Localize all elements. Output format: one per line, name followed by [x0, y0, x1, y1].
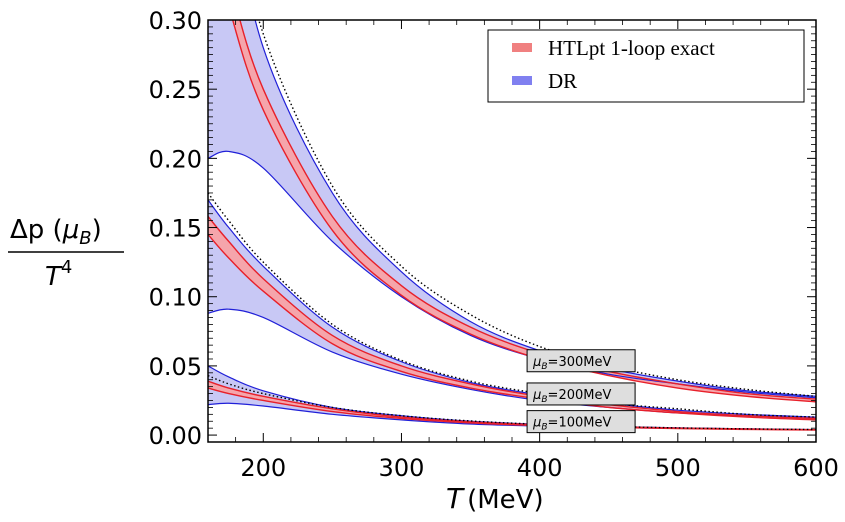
x-label-var: T: [446, 482, 465, 515]
htl-upper-line: [239, 20, 816, 400]
legend-label-htl: HTLpt 1-loop exact: [548, 36, 715, 60]
legend-label-dr: DR: [548, 69, 577, 93]
y-tick-label: 0.10: [149, 284, 202, 312]
x-axis-title: T (MeV): [446, 482, 544, 515]
y-tick-label: 0.15: [149, 215, 202, 243]
y-label-close: ): [92, 215, 102, 245]
y-tick-label: 0.05: [149, 353, 202, 381]
y-label-den-exp: 4: [61, 257, 72, 278]
mu-label-box: [526, 349, 636, 373]
series-group-300MeV: [208, 20, 816, 403]
x-tick-label: 500: [655, 454, 701, 482]
htl-lower-line: [231, 20, 816, 403]
y-tick-label: 0.25: [149, 76, 202, 104]
mu-label-text: μB=300MeV: [532, 355, 611, 372]
mu-label: μB=200MeV: [526, 382, 636, 406]
legend: HTLpt 1-loop exact DR: [487, 29, 805, 103]
plot-area: [208, 20, 816, 431]
svg-text:T4: T4: [45, 257, 72, 292]
dr-band: [208, 20, 816, 398]
dr-upper-line: [254, 20, 816, 397]
svg-text:Δp (μB): Δp (μB): [10, 215, 102, 249]
mu-label-box: [526, 382, 636, 406]
y-label-sub: B: [79, 228, 91, 249]
y-tick-label: 0.00: [149, 422, 202, 450]
mu-label: μB=100MeV: [526, 410, 636, 434]
y-label-den-var: T: [45, 262, 63, 292]
x-axis: 200 300 400 500 600: [207, 20, 839, 482]
series-group-100MeV: [208, 365, 816, 431]
dr-upper-line: [208, 365, 816, 431]
dotted-line: [258, 20, 816, 398]
legend-box: [487, 29, 805, 103]
y-tick-label: 0.20: [149, 145, 202, 173]
mu-label: μB=300MeV: [526, 349, 636, 373]
htl-upper-line: [208, 380, 816, 431]
htl-lower-line: [208, 233, 816, 421]
x-tick-label: 600: [793, 454, 839, 482]
dr-upper-line: [208, 199, 816, 418]
y-tick-label: 0.30: [149, 7, 202, 35]
y-axis-title: Δp (μB) T4: [8, 215, 124, 292]
legend-swatch-dr: [512, 76, 532, 85]
y-axis: 0.00 0.05 0.10 0.15 0.20 0.25 0.30: [149, 7, 816, 450]
x-tick-label: 300: [379, 454, 425, 482]
mu-label-text: μB=100MeV: [532, 416, 611, 433]
x-label-unit: (MeV): [467, 485, 544, 515]
annotations: μB=300MeV μB=200MeV μB=100MeV: [526, 349, 636, 434]
mu-label-text: μB=200MeV: [532, 388, 611, 405]
dotted-line: [208, 192, 816, 418]
y-label-mu: μ: [62, 215, 80, 245]
dr-band: [208, 365, 816, 430]
legend-swatch-htl: [512, 43, 532, 52]
x-tick-label: 200: [240, 454, 286, 482]
htl-upper-line: [208, 216, 816, 420]
mu-label-box: [526, 410, 636, 434]
x-tick-label: 400: [517, 454, 563, 482]
series-group-200MeV: [208, 192, 816, 421]
dr-band: [208, 199, 816, 419]
y-label-prefix: Δp (: [10, 215, 63, 245]
